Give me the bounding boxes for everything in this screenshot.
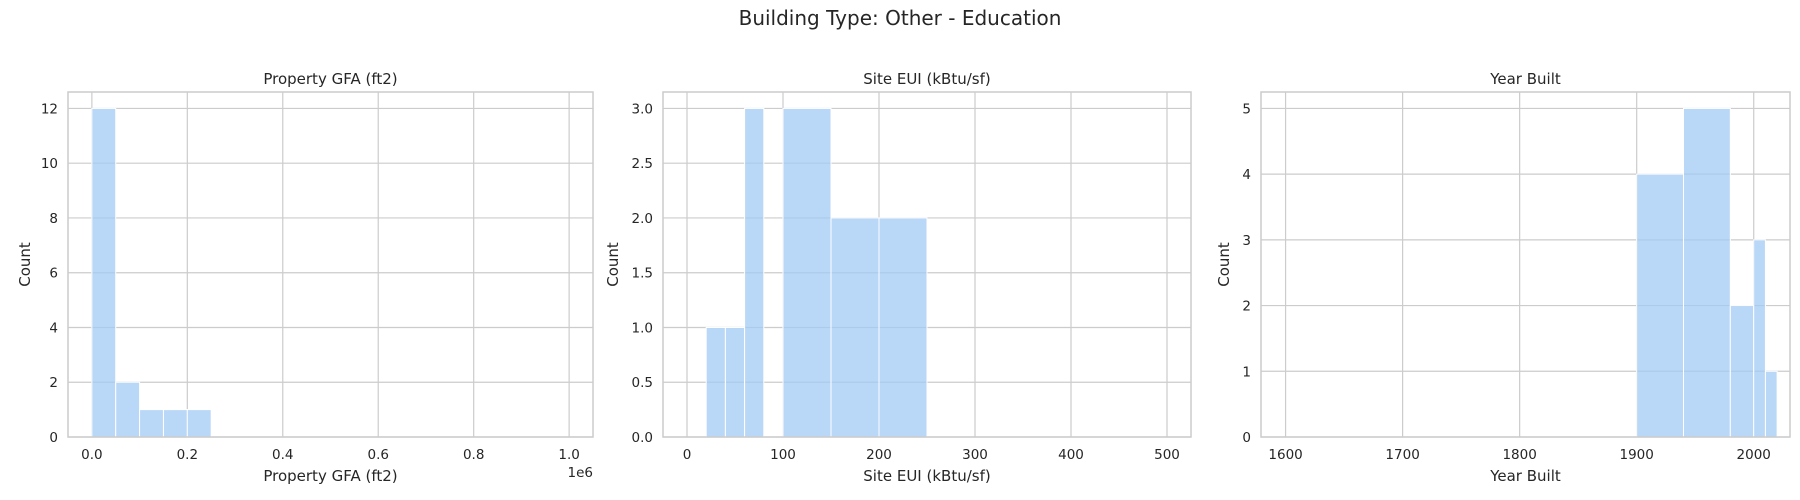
- y-tick-label: 0: [1242, 430, 1251, 446]
- x-tick-label: 1.0: [558, 447, 579, 463]
- histogram-bar: [1764, 370, 1778, 438]
- x-tick-label: 2000: [1737, 447, 1771, 463]
- x-tick-label: 0.6: [367, 447, 388, 463]
- x-tick-label: 1800: [1502, 447, 1536, 463]
- x-axis-label: Property GFA (ft2): [263, 467, 397, 485]
- histogram-bar: [744, 107, 765, 438]
- x-tick-label: 200: [866, 447, 892, 463]
- y-tick-label: 2.5: [632, 156, 653, 172]
- histogram-bar: [186, 409, 212, 438]
- x-tick-label: 0.4: [272, 447, 293, 463]
- x-tick-label: 0.8: [463, 447, 484, 463]
- plot-frame: [67, 91, 594, 438]
- y-tick-label: 4: [1242, 167, 1251, 183]
- histogram-bar: [830, 217, 880, 438]
- y-tick-label: 6: [49, 266, 58, 282]
- x-tick-label: 400: [1058, 447, 1084, 463]
- histogram-bar: [705, 326, 726, 438]
- y-axis-label: Count: [604, 242, 622, 287]
- plot-frame: [662, 91, 1192, 438]
- x-tick-label: 500: [1154, 447, 1180, 463]
- histogram-bar: [1636, 173, 1684, 438]
- y-tick-label: 0: [49, 430, 58, 446]
- y-axis-label: Count: [16, 242, 34, 287]
- y-tick-label: 5: [1242, 101, 1251, 117]
- y-tick-label: 10: [41, 156, 58, 172]
- y-tick-label: 8: [49, 211, 58, 227]
- y-tick-label: 2.0: [632, 211, 653, 227]
- y-tick-label: 0.0: [632, 430, 653, 446]
- x-tick-label: 0.0: [81, 447, 102, 463]
- y-tick-label: 0.5: [632, 375, 653, 391]
- x-axis-label: Year Built: [1489, 467, 1561, 485]
- x-tick-label: 1700: [1385, 447, 1419, 463]
- y-tick-label: 2: [1242, 299, 1251, 315]
- plot-frame: [1260, 91, 1791, 438]
- x-tick-label: 1600: [1268, 447, 1302, 463]
- x-tick-label: 0: [683, 447, 692, 463]
- histogram-bar: [115, 381, 141, 438]
- x-tick-label: 100: [770, 447, 796, 463]
- y-tick-label: 4: [49, 320, 58, 336]
- histogram-bar: [139, 409, 164, 438]
- histogram-bar: [1753, 239, 1766, 438]
- x-axis-label: Site EUI (kBtu/sf): [863, 467, 990, 485]
- y-tick-label: 1.0: [632, 320, 653, 336]
- histogram-bar: [1682, 107, 1731, 438]
- y-axis-label: Count: [1215, 242, 1233, 287]
- subplot-title: Site EUI (kBtu/sf): [863, 70, 990, 88]
- histogram-bar: [1729, 305, 1755, 438]
- histogram-bar: [782, 107, 832, 438]
- y-tick-label: 12: [41, 101, 58, 117]
- x-offset-label: 1e6: [568, 465, 593, 481]
- histogram-bar: [724, 326, 746, 438]
- subplot-title: Property GFA (ft2): [263, 70, 397, 88]
- y-tick-label: 3.0: [632, 101, 653, 117]
- y-tick-label: 3: [1242, 233, 1251, 249]
- y-tick-label: 1.5: [632, 266, 653, 282]
- x-tick-label: 0.2: [177, 447, 198, 463]
- y-tick-label: 1: [1242, 364, 1251, 380]
- y-tick-label: 2: [49, 375, 58, 391]
- histogram-bar: [878, 217, 928, 438]
- x-tick-label: 300: [962, 447, 988, 463]
- figure-title: Building Type: Other - Education: [738, 6, 1062, 30]
- histogram-bar: [162, 409, 188, 438]
- subplot-title: Year Built: [1489, 70, 1561, 88]
- histogram-bar: [91, 107, 117, 438]
- x-tick-label: 1900: [1620, 447, 1654, 463]
